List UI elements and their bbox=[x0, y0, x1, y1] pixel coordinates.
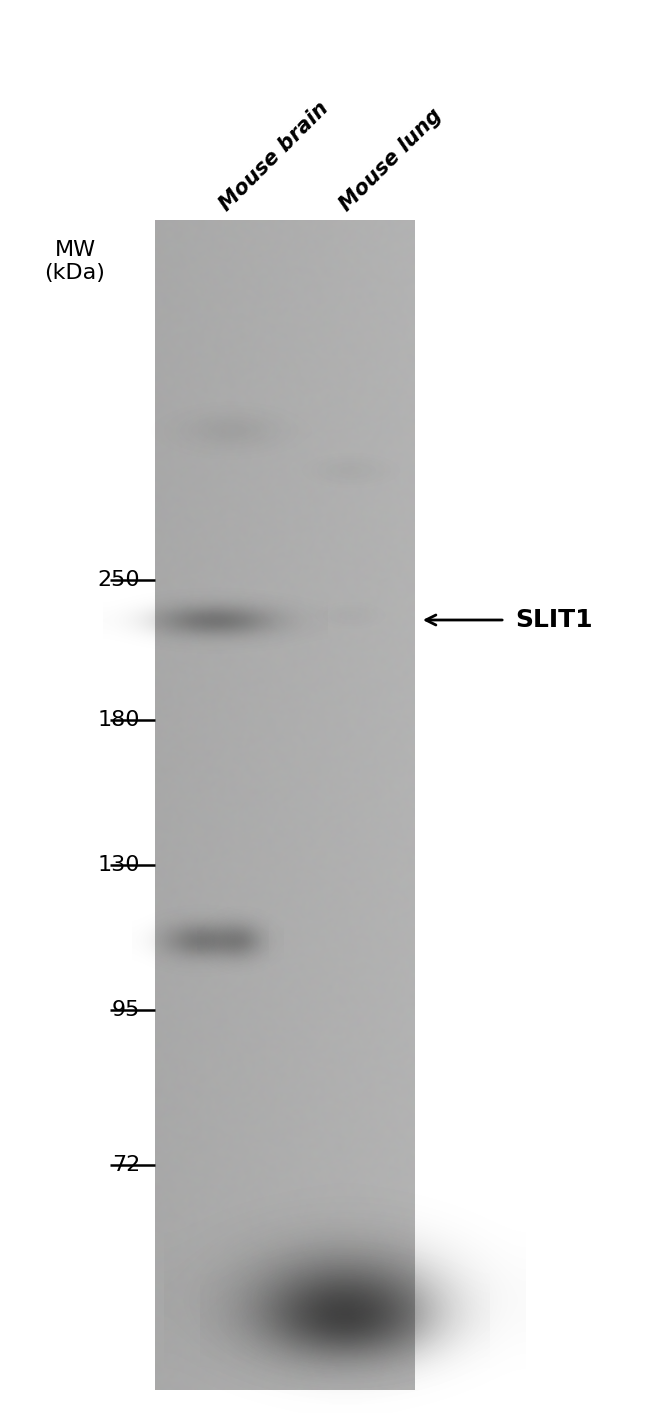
Text: 180: 180 bbox=[98, 709, 140, 731]
Text: 250: 250 bbox=[98, 569, 140, 591]
Text: 130: 130 bbox=[98, 855, 140, 875]
Text: 95: 95 bbox=[112, 1000, 140, 1020]
Text: SLIT1: SLIT1 bbox=[515, 608, 593, 632]
Text: 72: 72 bbox=[112, 1154, 140, 1176]
Text: Mouse lung: Mouse lung bbox=[336, 105, 446, 215]
Text: Mouse brain: Mouse brain bbox=[216, 99, 333, 215]
Text: MW
(kDa): MW (kDa) bbox=[45, 240, 105, 283]
